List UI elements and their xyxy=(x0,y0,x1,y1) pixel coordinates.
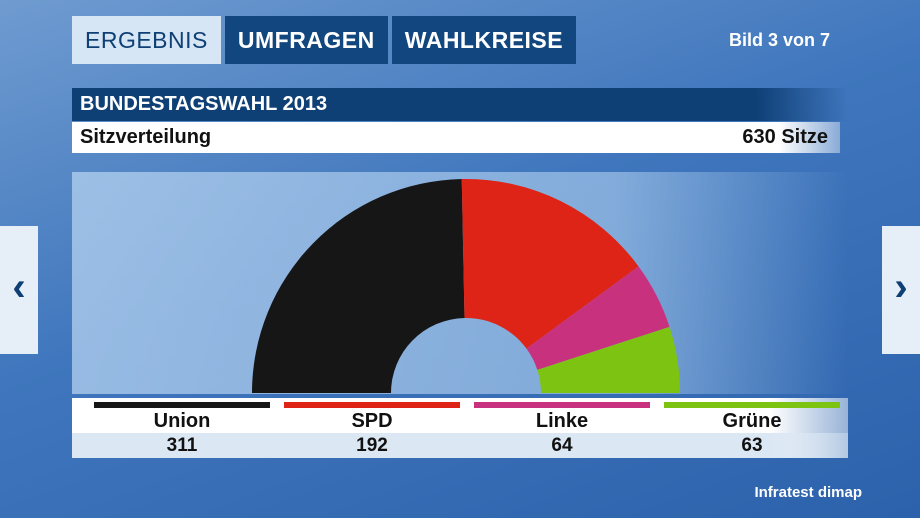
tab-wahlkreise[interactable]: WAHLKREISE xyxy=(391,16,577,64)
total-seats: 630 Sitze xyxy=(742,126,828,148)
chart-subtitle: Sitzverteilung xyxy=(80,126,212,148)
next-slide-button[interactable]: › xyxy=(882,226,920,354)
legend-party-label: Union xyxy=(153,410,211,432)
seat-segment-union xyxy=(252,179,465,393)
slide-counter: Bild 3 von 7 xyxy=(728,30,830,50)
source-credit: Infratest dimap xyxy=(754,484,862,501)
subtitle-bar: Sitzverteilung 630 Sitze xyxy=(72,122,840,153)
legend-party-label: Grüne xyxy=(722,410,782,432)
legend-item: Union 311 xyxy=(94,398,270,458)
seat-distribution-chart xyxy=(252,179,680,393)
legend-party-label: SPD xyxy=(351,410,393,432)
seat-segment-grüne xyxy=(537,326,680,393)
tab-bar: ERGEBNIS UMFRAGEN WAHLKREISE xyxy=(72,16,577,64)
chevron-left-icon: ‹ xyxy=(12,265,26,309)
legend-swatch xyxy=(474,402,650,408)
legend-seat-count: 63 xyxy=(741,435,763,456)
seats-strip xyxy=(72,433,848,458)
legend-item: SPD 192 xyxy=(284,398,460,458)
legend-item: Linke 64 xyxy=(474,398,650,458)
tab-umfragen[interactable]: UMFRAGEN xyxy=(224,16,388,64)
legend-party-label: Linke xyxy=(535,410,589,432)
legend-seat-count: 192 xyxy=(356,435,388,456)
legend-seat-count: 64 xyxy=(551,435,573,456)
legend: Union 311 SPD 192 Linke 64 Grüne 63 xyxy=(72,398,848,458)
legend-item: Grüne 63 xyxy=(664,398,840,458)
chart-area xyxy=(72,172,848,394)
prev-slide-button[interactable]: ‹ xyxy=(0,226,38,354)
legend-swatch xyxy=(284,402,460,408)
tab-ergebnis[interactable]: ERGEBNIS xyxy=(72,16,221,64)
seat-segment-spd xyxy=(461,179,639,349)
chart-title: BUNDESTAGSWAHL 2013 xyxy=(72,88,848,121)
legend-seat-count: 311 xyxy=(166,435,198,456)
legend-swatch xyxy=(664,402,840,408)
legend-swatch xyxy=(94,402,270,408)
chevron-right-icon: › xyxy=(894,265,908,309)
seat-segment-linke xyxy=(526,266,670,370)
legend-row: Union 311 SPD 192 Linke 64 Grüne 63 xyxy=(72,398,848,458)
